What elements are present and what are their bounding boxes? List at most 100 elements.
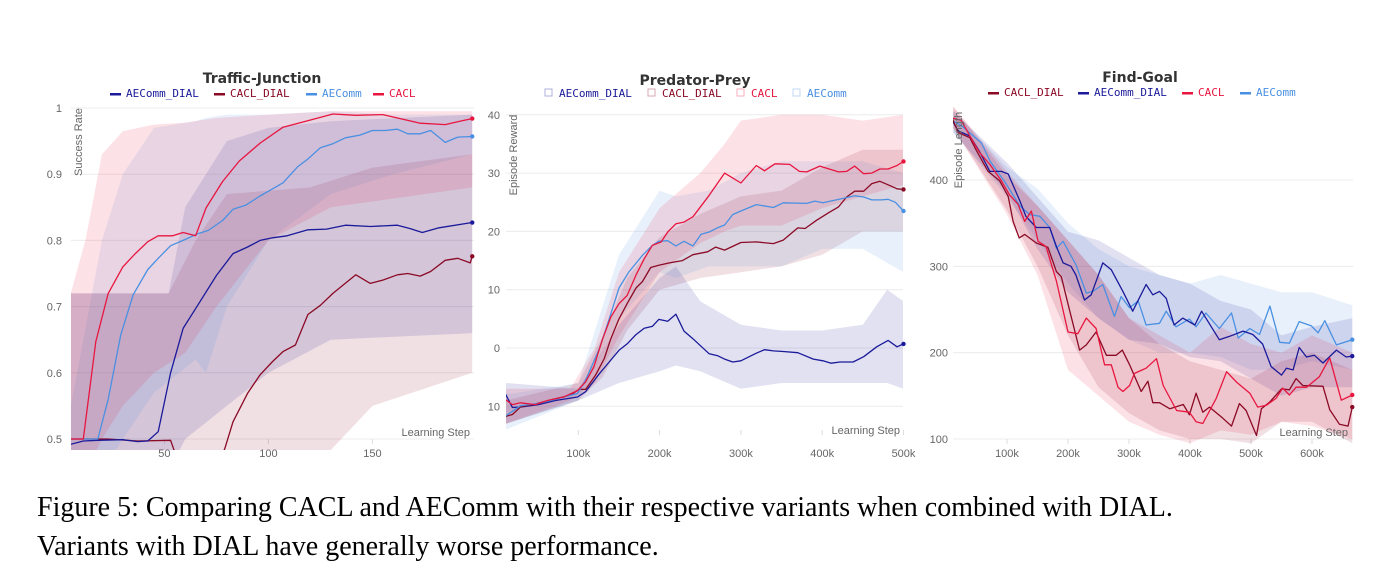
band-cacl-dial bbox=[71, 154, 473, 450]
band-cacl-dial bbox=[953, 106, 1353, 444]
band-aecomm bbox=[953, 110, 1353, 370]
legend-item: CACL_DIAL bbox=[230, 87, 290, 100]
band-aecomm-dial bbox=[71, 114, 473, 450]
y-tick-label: 200 bbox=[930, 348, 948, 360]
plot-area bbox=[71, 111, 473, 450]
y-tick-label: 20 bbox=[488, 226, 500, 238]
x-tick-label: 400k bbox=[1178, 448, 1202, 460]
end-point-aecomm-dial bbox=[901, 341, 906, 347]
y-tick-label: 0.5 bbox=[47, 434, 62, 446]
chart-title: Traffic-Junction bbox=[203, 71, 322, 87]
band-cacl bbox=[71, 111, 473, 450]
chart-3: 100 200 300 400 100k 200k 300k 400k 500k 600k Find… bbox=[930, 70, 1355, 460]
figure-caption: Figure 5: Comparing CACL and AEComm with… bbox=[37, 488, 1387, 566]
x-axis-label: Learning Step bbox=[402, 427, 471, 439]
legend-marker-icon bbox=[792, 88, 801, 97]
y-tick-label: 0.7 bbox=[47, 302, 62, 314]
y-tick-label: 10 bbox=[488, 401, 500, 413]
x-tick-label: 150 bbox=[363, 448, 381, 460]
x-tick-label: 500k bbox=[1239, 448, 1263, 460]
legend-item: CACL_DIAL bbox=[1004, 86, 1064, 99]
end-point-cacl bbox=[470, 116, 475, 121]
band-aecomm bbox=[71, 111, 473, 450]
y-tick-label: 10 bbox=[488, 285, 500, 297]
end-point-aecomm bbox=[901, 208, 906, 214]
legend-marker-icon bbox=[1182, 92, 1193, 95]
legend-marker-icon bbox=[1078, 92, 1089, 95]
end-point-aecomm bbox=[1350, 337, 1355, 342]
legend-item: AEComm_DIAL bbox=[1094, 86, 1167, 99]
end-point-cacl-dial bbox=[901, 187, 906, 192]
legend-item: CACL bbox=[1198, 86, 1225, 99]
caption-line-2: Variants with DIAL have generally worse … bbox=[37, 531, 659, 562]
line-aecomm-dial bbox=[71, 221, 473, 445]
line-cacl bbox=[71, 113, 473, 440]
y-tick-label: 40 bbox=[488, 110, 500, 122]
legend-item: AEComm bbox=[322, 87, 362, 100]
y-tick-label: 30 bbox=[488, 168, 500, 180]
legend-item: AEComm bbox=[807, 87, 847, 100]
plot-area bbox=[953, 106, 1353, 444]
legend-marker-icon bbox=[544, 88, 553, 97]
line-cacl bbox=[506, 160, 903, 406]
y-tick-label: 0.8 bbox=[47, 235, 62, 247]
x-tick-label: 300k bbox=[729, 448, 753, 460]
x-axis-label: Learning Step bbox=[1280, 427, 1349, 439]
line-cacl-dial bbox=[506, 180, 903, 417]
y-tick-label: 0.9 bbox=[47, 169, 62, 181]
plot-area bbox=[506, 114, 903, 430]
legend-marker-icon bbox=[1240, 92, 1251, 95]
end-point-cacl bbox=[901, 159, 906, 164]
legend-marker-icon bbox=[373, 93, 384, 96]
x-tick-label: 500k bbox=[892, 448, 916, 460]
band-aecomm-dial bbox=[506, 266, 903, 424]
y-tick-label: 0.6 bbox=[47, 368, 62, 380]
line-aecomm bbox=[71, 128, 473, 440]
y-tick-label: 300 bbox=[930, 261, 948, 273]
legend-item: CACL bbox=[389, 87, 416, 100]
end-point-cacl-dial bbox=[1350, 404, 1355, 410]
y-tick-label: 100 bbox=[930, 434, 948, 446]
x-tick-label: 400k bbox=[810, 448, 834, 460]
y-tick-label: 1 bbox=[56, 103, 62, 115]
y-axis-label: Episode Length bbox=[953, 112, 965, 188]
x-tick-label: 600k bbox=[1300, 448, 1324, 460]
line-aecomm-dial bbox=[953, 120, 1353, 376]
end-point-cacl bbox=[1350, 392, 1355, 398]
band-cacl bbox=[953, 106, 1353, 444]
legend-item: AEComm bbox=[1256, 86, 1296, 99]
line-aecomm bbox=[953, 120, 1353, 346]
x-tick-label: 100k bbox=[566, 448, 590, 460]
band-cacl bbox=[506, 114, 903, 424]
x-tick-label: 50 bbox=[158, 448, 170, 460]
legend-item: CACL_DIAL bbox=[662, 87, 722, 100]
chart-2: 10 0 10 20 30 40 100k 200k 300k 400k 500k Predator-… bbox=[488, 73, 916, 460]
legend-marker-icon bbox=[736, 88, 745, 97]
line-cacl bbox=[953, 117, 1353, 425]
x-tick-label: 100 bbox=[259, 448, 277, 460]
legend-item: CACL bbox=[751, 87, 778, 100]
y-tick-label: 400 bbox=[930, 175, 948, 187]
line-cacl-dial bbox=[71, 256, 473, 450]
y-axis-label: Success Rate bbox=[73, 108, 85, 176]
chart-title: Predator-Prey bbox=[640, 73, 751, 89]
chart-title: Find-Goal bbox=[1102, 70, 1178, 86]
legend-marker-icon bbox=[647, 88, 656, 97]
x-tick-label: 200k bbox=[1056, 448, 1080, 460]
legend-marker-icon bbox=[988, 92, 999, 95]
end-point-aecomm-dial bbox=[1350, 353, 1355, 359]
line-aecomm-dial bbox=[506, 313, 903, 409]
x-tick-label: 200k bbox=[648, 448, 672, 460]
x-tick-label: 300k bbox=[1117, 448, 1141, 460]
band-aecomm-dial bbox=[953, 110, 1353, 396]
legend-marker-icon bbox=[110, 93, 121, 96]
caption-line-1: Figure 5: Comparing CACL and AEComm with… bbox=[37, 492, 1173, 523]
legend-item: AEComm_DIAL bbox=[559, 87, 632, 100]
x-tick-label: 100k bbox=[995, 448, 1019, 460]
end-point-aecomm-dial bbox=[470, 220, 475, 225]
end-point-cacl-dial bbox=[470, 254, 475, 259]
x-axis-label: Learning Step bbox=[832, 425, 901, 437]
legend-item: AEComm_DIAL bbox=[126, 87, 199, 100]
